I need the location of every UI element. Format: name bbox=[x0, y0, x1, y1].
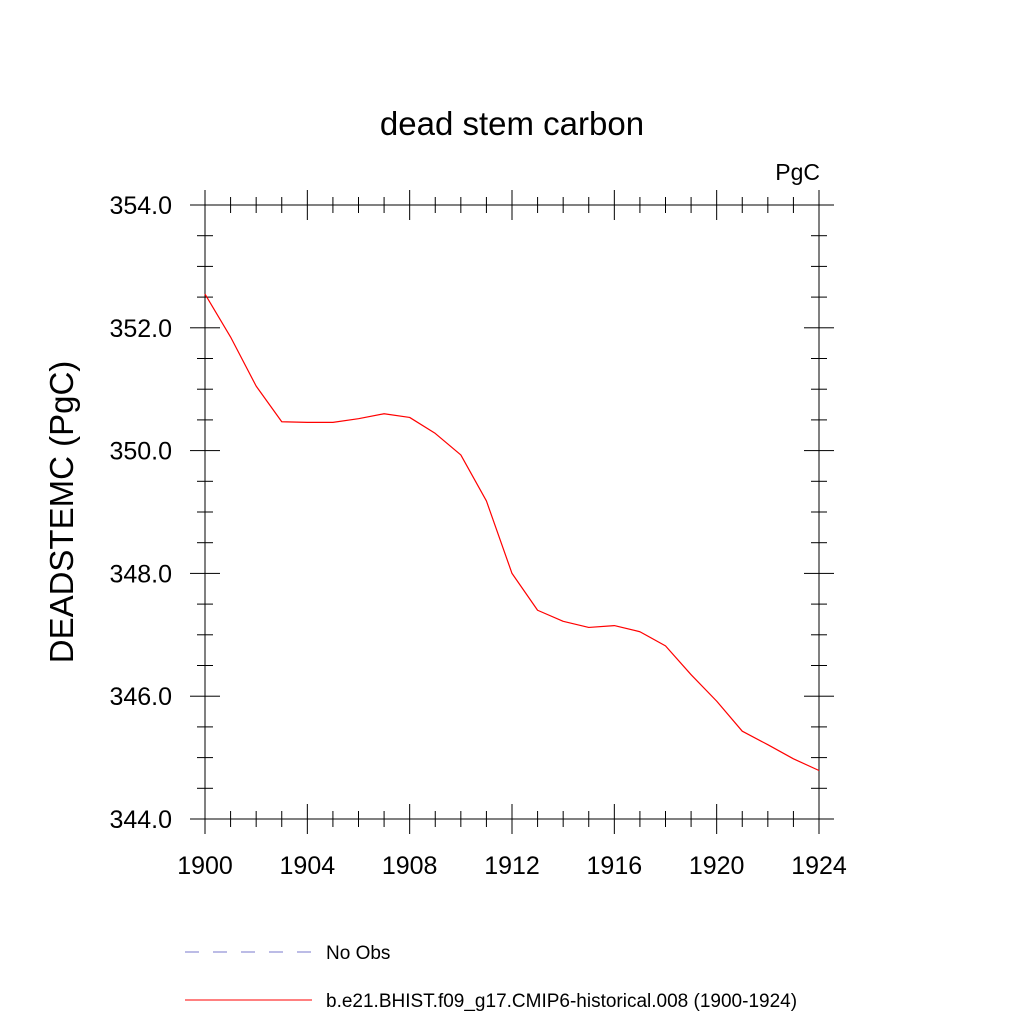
chart-title: dead stem carbon bbox=[380, 105, 644, 142]
y-axis-label: DEADSTEMC (PgC) bbox=[43, 361, 80, 664]
units-label: PgC bbox=[775, 159, 820, 185]
y-tick-label: 352.0 bbox=[109, 315, 172, 343]
legend: No Obs b.e21.BHIST.f09_g17.CMIP6-historic… bbox=[185, 943, 797, 1012]
legend-label: No Obs bbox=[326, 943, 390, 964]
x-tick-label: 1908 bbox=[382, 852, 438, 880]
y-tick-label: 350.0 bbox=[109, 438, 172, 466]
x-tick-label: 1900 bbox=[177, 852, 233, 880]
axis-tick-labels: 1900 1904 1908 1912 1916 1920 1924 344.0 346.0 34… bbox=[109, 192, 846, 880]
y-tick-label: 354.0 bbox=[109, 192, 172, 220]
y-tick-label: 346.0 bbox=[109, 683, 172, 711]
y-tick-label: 344.0 bbox=[109, 806, 172, 834]
x-tick-label: 1912 bbox=[484, 852, 540, 880]
x-tick-label: 1924 bbox=[791, 852, 847, 880]
plot-frame bbox=[204, 204, 820, 820]
legend-label: b.e21.BHIST.f09_g17.CMIP6-historical.008… bbox=[326, 991, 797, 1012]
series-lines bbox=[204, 293, 820, 772]
axis-ticks bbox=[190, 190, 834, 834]
series-line bbox=[204, 293, 820, 772]
y-tick-label: 348.0 bbox=[109, 560, 172, 588]
x-tick-label: 1920 bbox=[689, 852, 745, 880]
x-tick-label: 1904 bbox=[280, 852, 336, 880]
x-tick-label: 1916 bbox=[587, 852, 643, 880]
